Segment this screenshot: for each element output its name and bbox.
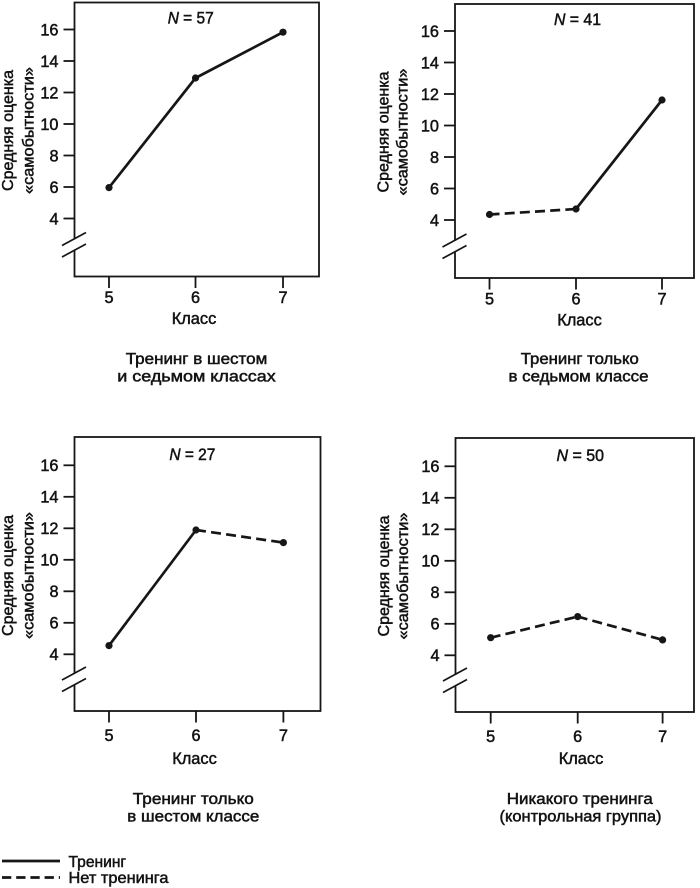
svg-text:Нет тренинга: Нет тренинга xyxy=(69,870,169,887)
svg-text:Класс: Класс xyxy=(172,750,217,768)
svg-text:Средняя оценка: Средняя оценка xyxy=(0,515,17,636)
svg-text:4: 4 xyxy=(430,647,439,665)
svg-text:12: 12 xyxy=(40,520,58,538)
svg-text:Никакого тренинга: Никакого тренинга xyxy=(507,791,653,808)
svg-text:6: 6 xyxy=(49,179,58,197)
svg-text:Класс: Класс xyxy=(559,750,604,768)
svg-text:5: 5 xyxy=(486,728,495,746)
svg-text:в седьмом классе: в седьмом классе xyxy=(509,369,649,386)
svg-text:8: 8 xyxy=(430,149,439,167)
svg-text:N = 50: N = 50 xyxy=(557,447,605,465)
svg-text:10: 10 xyxy=(40,116,58,134)
svg-text:N = 41: N = 41 xyxy=(554,11,601,29)
svg-text:6: 6 xyxy=(49,615,58,633)
svg-text:12: 12 xyxy=(421,86,439,104)
svg-text:8: 8 xyxy=(49,147,58,165)
svg-text:Средняя оценка: Средняя оценка xyxy=(376,71,393,192)
svg-text:6: 6 xyxy=(571,290,580,308)
svg-text:N = 57: N = 57 xyxy=(168,9,214,27)
svg-text:7: 7 xyxy=(658,728,667,746)
svg-text:Класс: Класс xyxy=(172,310,217,328)
svg-text:4: 4 xyxy=(49,210,58,228)
svg-text:7: 7 xyxy=(278,289,287,307)
svg-text:6: 6 xyxy=(573,728,582,746)
svg-text:Тренинг только: Тренинг только xyxy=(521,351,639,368)
svg-text:5: 5 xyxy=(104,727,113,745)
svg-text:10: 10 xyxy=(421,553,439,571)
svg-text:4: 4 xyxy=(430,212,439,230)
svg-text:7: 7 xyxy=(279,727,288,745)
svg-text:«самобытности»: «самобытности» xyxy=(21,512,38,639)
svg-text:и седьмом классах: и седьмом классах xyxy=(117,369,276,386)
svg-text:в шестом классе: в шестом классе xyxy=(127,809,259,826)
svg-text:Средняя оценка: Средняя оценка xyxy=(376,515,393,636)
svg-text:Тренинг только: Тренинг только xyxy=(133,791,254,808)
svg-text:Тренинг в шестом: Тренинг в шестом xyxy=(126,351,268,368)
svg-text:4: 4 xyxy=(49,646,58,664)
svg-text:16: 16 xyxy=(421,23,439,41)
svg-text:Средняя оценка: Средняя оценка xyxy=(0,70,17,191)
svg-text:N = 27: N = 27 xyxy=(169,446,215,464)
svg-text:10: 10 xyxy=(421,117,439,135)
svg-text:7: 7 xyxy=(657,290,666,308)
svg-text:«самобытности»: «самобытности» xyxy=(395,68,412,195)
svg-text:16: 16 xyxy=(421,458,439,476)
svg-text:(контрольная группа): (контрольная группа) xyxy=(500,809,662,826)
svg-text:8: 8 xyxy=(430,584,439,602)
svg-text:14: 14 xyxy=(421,54,439,72)
svg-text:Тренинг: Тренинг xyxy=(69,854,127,871)
svg-text:14: 14 xyxy=(40,53,58,71)
svg-text:6: 6 xyxy=(191,289,200,307)
svg-text:5: 5 xyxy=(104,289,113,307)
svg-text:«самобытности»: «самобытности» xyxy=(395,512,412,639)
svg-text:14: 14 xyxy=(421,490,439,508)
svg-text:12: 12 xyxy=(421,521,439,539)
svg-text:16: 16 xyxy=(40,457,58,475)
svg-text:16: 16 xyxy=(40,21,58,39)
svg-text:10: 10 xyxy=(40,552,58,570)
svg-text:6: 6 xyxy=(191,727,200,745)
svg-text:6: 6 xyxy=(430,180,439,198)
svg-text:14: 14 xyxy=(40,489,58,507)
svg-text:8: 8 xyxy=(49,583,58,601)
svg-text:6: 6 xyxy=(430,616,439,634)
svg-text:5: 5 xyxy=(485,290,494,308)
svg-text:«самобытности»: «самобытности» xyxy=(21,67,38,194)
svg-text:12: 12 xyxy=(40,84,58,102)
svg-text:Класс: Класс xyxy=(557,312,602,330)
